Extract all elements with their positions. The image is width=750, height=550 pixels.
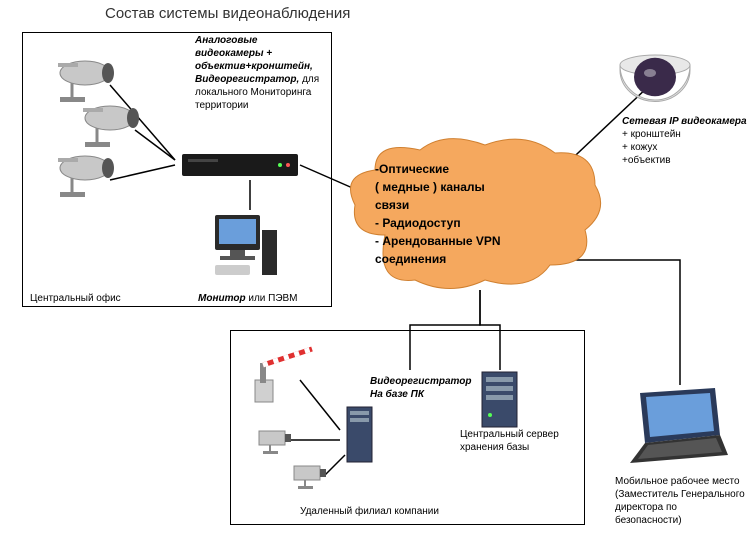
dome-camera-icon xyxy=(615,30,695,110)
bullet-camera-icon xyxy=(55,100,140,155)
barrier-gate-icon xyxy=(250,345,320,405)
recorder-pc-label: Видеорегистратор На базе ПК xyxy=(370,375,470,401)
cloud-text: -Оптические( медные ) каналысвязи- Радио… xyxy=(375,160,501,268)
server-tower-icon xyxy=(480,370,520,430)
box-camera-icon xyxy=(290,460,330,490)
pc-monitor-icon xyxy=(210,210,280,280)
monitor-label: Монитор или ПЭВМ xyxy=(198,292,298,305)
box-camera-icon xyxy=(255,425,295,455)
mobile-workplace-label: Мобильное рабочее место (Заместитель Ген… xyxy=(615,475,745,527)
diagram-title: Состав системы видеонаблюдения xyxy=(105,5,350,22)
bullet-camera-icon xyxy=(30,150,115,205)
laptop-icon xyxy=(620,385,730,465)
dvr-icon xyxy=(180,150,300,180)
ip-camera-label: Сетевая IP видеокамера+ кронштейн+ кожух… xyxy=(622,115,747,167)
analog-cameras-label: Аналоговые видеокамеры + объектив+кроншт… xyxy=(195,34,325,112)
branch-label: Удаленный филиал компании xyxy=(300,505,439,518)
central-office-label: Центральный офис xyxy=(30,292,121,305)
recorder-pc-icon xyxy=(345,405,375,465)
server-label: Центральный сервер хранения базы xyxy=(460,428,590,454)
